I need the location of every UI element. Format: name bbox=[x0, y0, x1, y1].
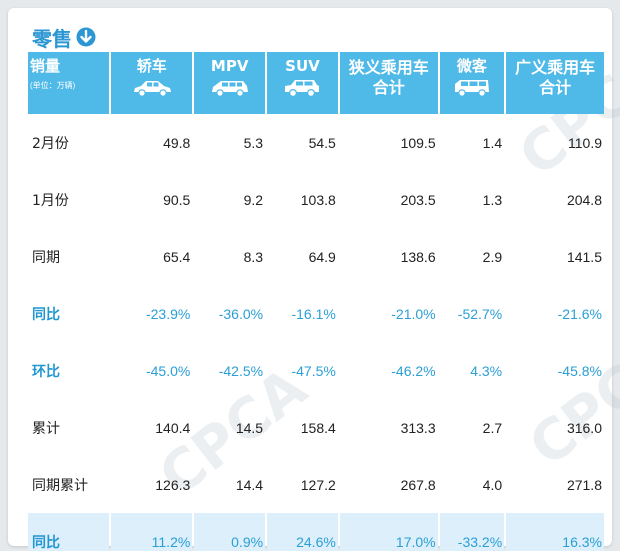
row-label: 累计 bbox=[32, 420, 60, 437]
table-cell: -47.5% bbox=[291, 362, 336, 379]
table-cell: -42.5% bbox=[218, 362, 264, 379]
table-cell: 316.0 bbox=[566, 419, 602, 436]
table-cell: 203.5 bbox=[400, 191, 436, 208]
sales-table: 销量 (单位：万辆) 轿车 MPV bbox=[26, 52, 606, 551]
table-cell: 9.2 bbox=[243, 191, 264, 208]
table-cell: 11.2% bbox=[111, 513, 193, 551]
header-label-title: 销量 bbox=[30, 57, 61, 75]
arrow-down-icon bbox=[76, 27, 96, 47]
header-suv: SUV bbox=[267, 52, 338, 114]
header-col-label: 狭义乘用车 合计 bbox=[348, 58, 429, 97]
header-microvan: 微客 bbox=[439, 52, 505, 114]
table-row: 环比 -45.0% -42.5% -47.5% -46.2% 4.3% -45.8% bbox=[28, 342, 604, 399]
table-row: 同期累计 126.3 14.4 127.2 267.8 4.0 271.8 bbox=[28, 456, 604, 513]
table-cell: 271.8 bbox=[566, 476, 602, 493]
table-cell: 65.4 bbox=[163, 248, 191, 265]
table-cell: -36.0% bbox=[218, 305, 264, 322]
row-label: 2月份 bbox=[32, 135, 69, 152]
row-label: 同比 bbox=[32, 306, 60, 323]
suv-icon bbox=[285, 80, 320, 98]
table-cell: 1.4 bbox=[482, 134, 503, 151]
van-icon bbox=[454, 80, 489, 97]
table-cell: 4.0 bbox=[482, 476, 503, 493]
header-label-cell: 销量 (单位：万辆) bbox=[28, 52, 110, 114]
table-row: 累计 140.4 14.5 158.4 313.3 2.7 316.0 bbox=[28, 399, 604, 456]
table-cell: -21.6% bbox=[557, 305, 602, 322]
table-cell: -23.9% bbox=[145, 305, 191, 322]
header-mpv: MPV bbox=[194, 52, 266, 114]
title-bar: 零售 bbox=[32, 20, 96, 54]
table-cell: -46.2% bbox=[391, 362, 436, 379]
row-label: 同期 bbox=[32, 249, 60, 266]
table-cell: 16.3% bbox=[506, 513, 604, 551]
table-cell: 110.9 bbox=[568, 134, 602, 151]
mpv-icon bbox=[211, 81, 248, 97]
table-row: 2月份 49.8 5.3 54.5 109.5 1.4 110.9 bbox=[28, 114, 604, 171]
table-cell: -33.2% bbox=[439, 513, 505, 551]
table-cell: 14.4 bbox=[235, 476, 264, 493]
header-label-unit: (单位：万辆) bbox=[30, 81, 76, 90]
row-label: 同比 bbox=[28, 513, 110, 551]
header-narrow-total: 狭义乘用车 合计 bbox=[339, 52, 438, 114]
table-cell: -45.0% bbox=[145, 362, 191, 379]
table-row: 同比 11.2% 0.9% 24.6% 17.0% -33.2% 16.3% bbox=[28, 513, 604, 551]
row-label: 同期累计 bbox=[32, 477, 88, 494]
table-cell: -21.0% bbox=[391, 305, 436, 322]
table-cell: 24.6% bbox=[267, 513, 338, 551]
table-cell: 267.8 bbox=[400, 476, 436, 493]
row-label: 环比 bbox=[32, 363, 60, 380]
table-cell: 17.0% bbox=[339, 513, 438, 551]
table-row: 同比 -23.9% -36.0% -16.1% -21.0% -52.7% -21.6% bbox=[28, 285, 604, 342]
table-cell: 2.9 bbox=[482, 248, 503, 265]
header-col-label: MPV bbox=[210, 57, 249, 75]
table-row: 1月份 90.5 9.2 103.8 203.5 1.3 204.8 bbox=[28, 171, 604, 228]
header-col-label: SUV bbox=[285, 57, 320, 75]
table-cell: 54.5 bbox=[308, 134, 336, 151]
table-row: 同期 65.4 8.3 64.9 138.6 2.9 141.5 bbox=[28, 228, 604, 285]
table-cell: 158.4 bbox=[300, 419, 336, 436]
table-cell: 2.7 bbox=[482, 419, 503, 436]
table-cell: 140.4 bbox=[155, 419, 191, 436]
page-title: 零售 bbox=[32, 26, 72, 51]
header-row: 销量 (单位：万辆) 轿车 MPV bbox=[28, 52, 604, 114]
header-sedan: 轿车 bbox=[111, 52, 193, 114]
table-cell: 126.3 bbox=[155, 476, 191, 493]
table-cell: 141.5 bbox=[566, 248, 602, 265]
table-cell: 90.5 bbox=[163, 191, 191, 208]
table-cell: 14.5 bbox=[235, 419, 264, 436]
table-cell: 109.5 bbox=[400, 134, 436, 151]
table-cell: 4.3% bbox=[470, 362, 503, 379]
table-cell: -16.1% bbox=[291, 305, 336, 322]
table-cell: 64.9 bbox=[308, 248, 336, 265]
header-broad-total: 广义乘用车 合计 bbox=[506, 52, 604, 114]
table-cell: 1.3 bbox=[482, 191, 503, 208]
table-cell: 103.8 bbox=[300, 191, 336, 208]
sedan-icon bbox=[133, 81, 171, 97]
header-col-label: 微客 bbox=[456, 57, 487, 75]
table-cell: 138.6 bbox=[400, 248, 436, 265]
table-cell: 0.9% bbox=[194, 513, 266, 551]
table-cell: 8.3 bbox=[243, 248, 264, 265]
table-cell: 5.3 bbox=[243, 134, 264, 151]
table-cell: 49.8 bbox=[163, 134, 191, 151]
table-cell: 204.8 bbox=[566, 191, 602, 208]
header-col-label: 轿车 bbox=[136, 57, 167, 75]
table-cell: -45.8% bbox=[557, 362, 602, 379]
table-cell: -52.7% bbox=[457, 305, 503, 322]
row-label: 1月份 bbox=[32, 192, 69, 209]
header-col-label: 广义乘用车 合计 bbox=[515, 58, 596, 97]
table-cell: 313.3 bbox=[400, 419, 436, 436]
table-cell: 127.2 bbox=[300, 476, 336, 493]
